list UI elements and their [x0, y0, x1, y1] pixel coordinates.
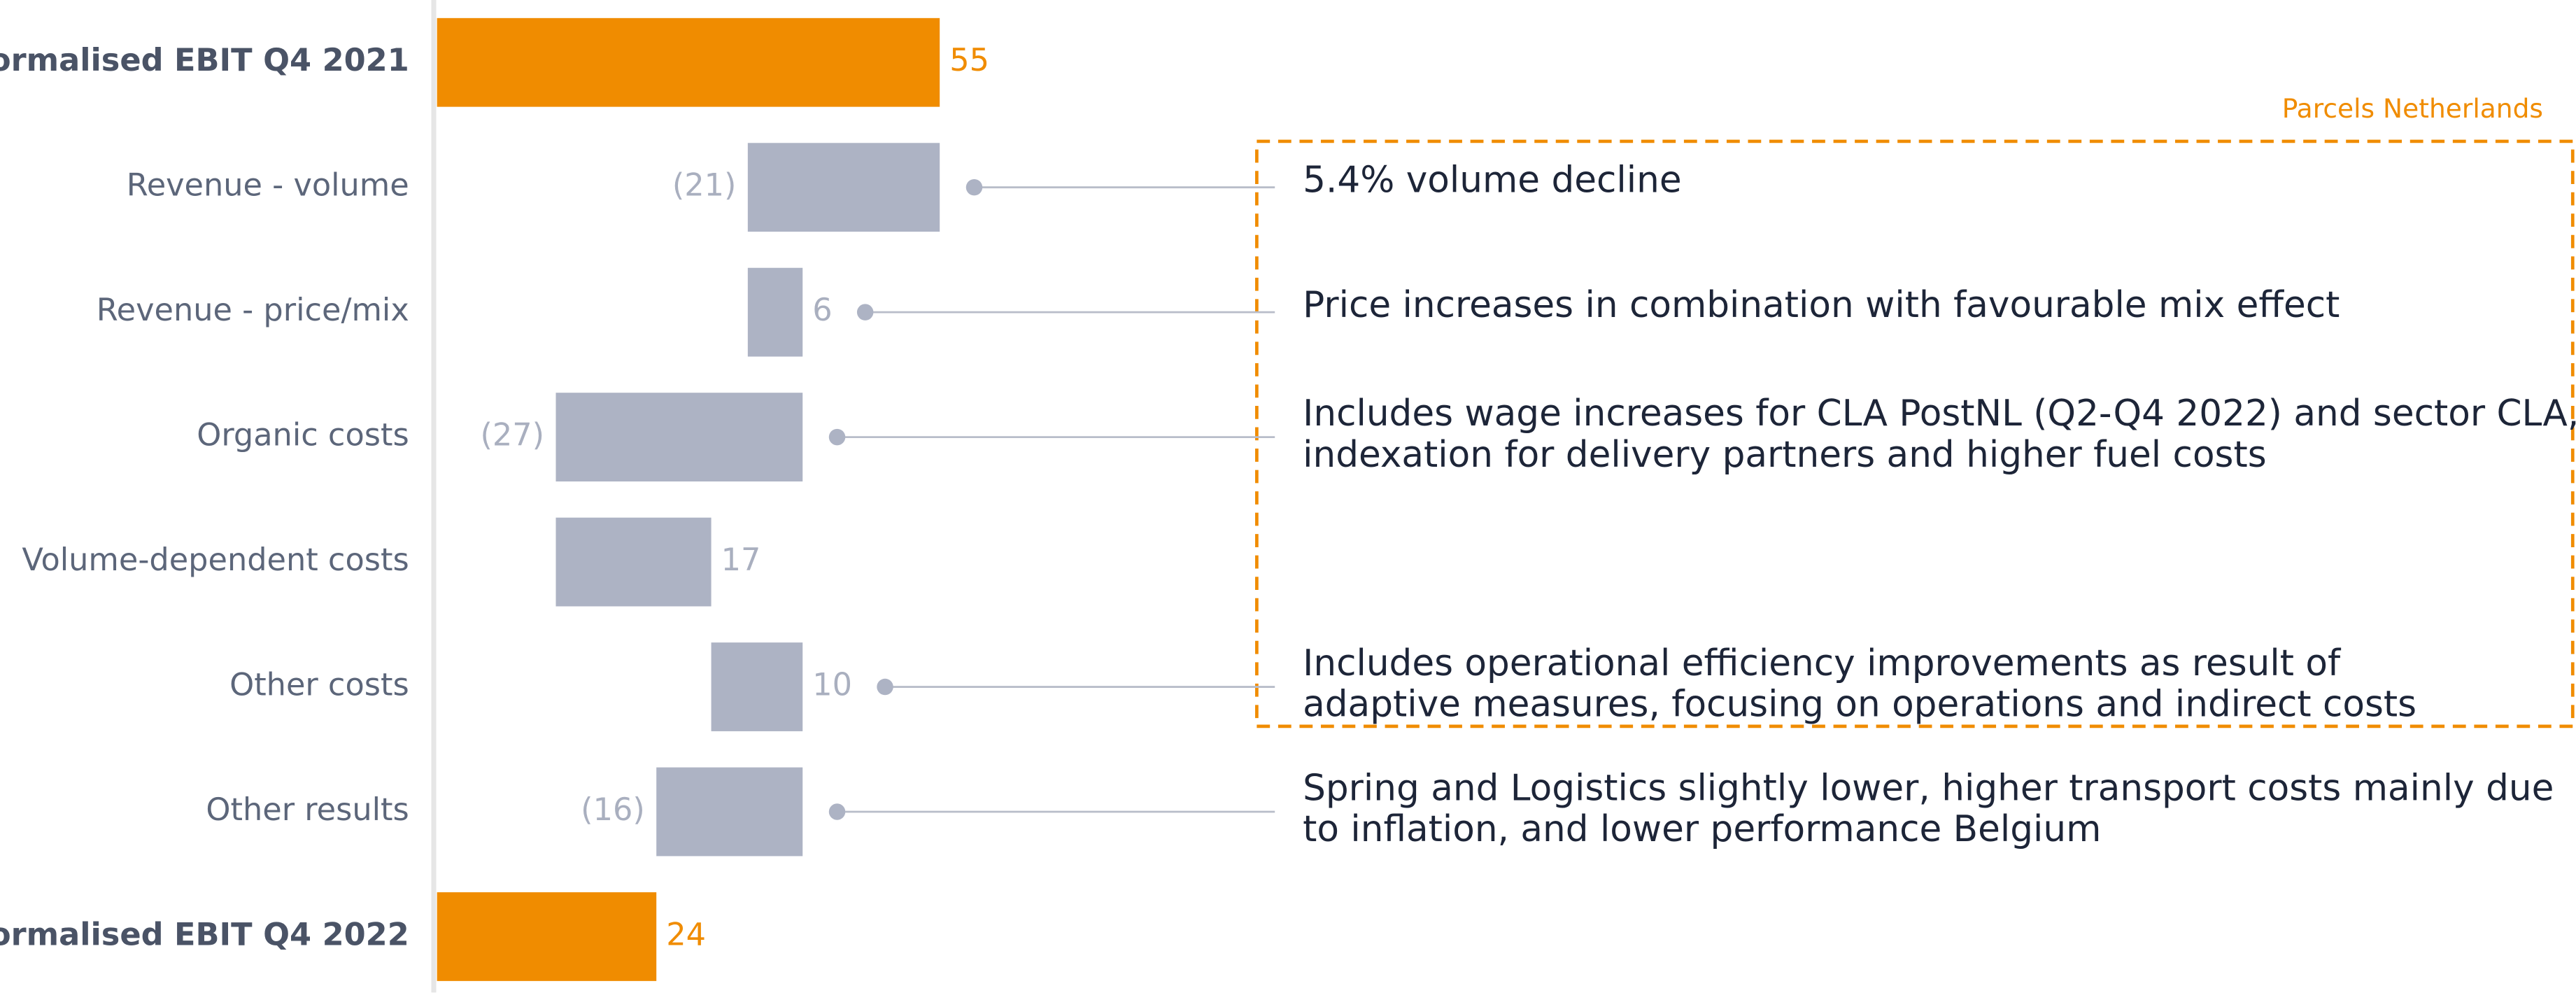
category-label: Normalised EBIT Q4 2021 — [0, 42, 409, 78]
note-text: Includes wage increases for CLA PostNL (… — [1303, 393, 2576, 435]
category-label: Normalised EBIT Q4 2022 — [0, 916, 409, 952]
leader-dot — [828, 428, 846, 446]
bar — [711, 642, 803, 731]
leader-dot — [965, 178, 983, 196]
leader-dot — [856, 304, 874, 321]
bar — [747, 267, 803, 357]
value-label: 17 — [721, 542, 761, 578]
value-label: (21) — [672, 167, 737, 204]
category-label: Organic costs — [197, 417, 409, 453]
note-text: indexation for delivery partners and hig… — [1303, 434, 2266, 476]
note-text: to inflation, and lower performance Belg… — [1303, 808, 2101, 850]
value-label: 55 — [949, 42, 989, 78]
category-label: Other results — [206, 791, 409, 828]
value-label: (16) — [581, 791, 645, 828]
category-label: Revenue - volume — [127, 167, 409, 204]
value-label: (27) — [480, 417, 544, 453]
value-label: 10 — [812, 667, 852, 703]
value-label: 6 — [812, 292, 832, 328]
note-text: Price increases in combination with favo… — [1303, 284, 2340, 326]
note-text: adaptive measures, focusing on operation… — [1303, 684, 2416, 726]
bar — [656, 767, 803, 857]
group-box — [1255, 139, 2575, 728]
bar — [437, 17, 940, 107]
bar — [437, 892, 657, 981]
bar — [747, 143, 940, 232]
leader-dot — [828, 803, 846, 820]
value-label: 24 — [666, 916, 706, 952]
note-text: Spring and Logistics slightly lower, hig… — [1303, 767, 2554, 809]
bar — [555, 393, 803, 482]
bar — [555, 517, 712, 607]
leader-dot — [877, 678, 893, 696]
group-label: Parcels Netherlands — [2282, 93, 2543, 124]
note-text: 5.4% volume decline — [1303, 160, 1681, 202]
note-text: Includes operational efficiency improvem… — [1303, 642, 2342, 684]
category-label: Revenue - price/mix — [97, 292, 409, 328]
category-label: Volume-dependent costs — [22, 542, 409, 578]
category-label: Other costs — [229, 667, 409, 703]
